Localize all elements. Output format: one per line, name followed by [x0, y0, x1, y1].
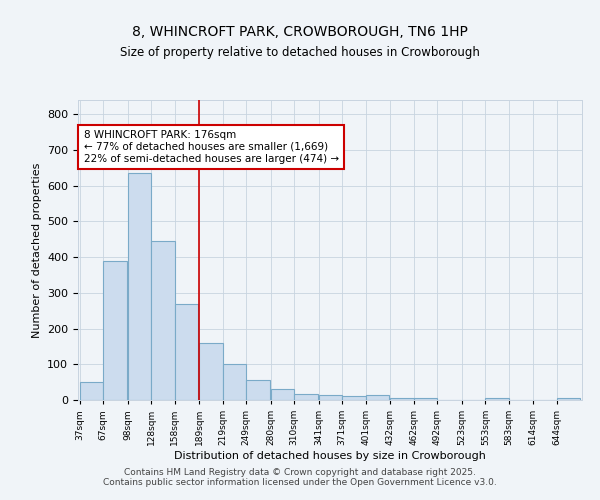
Bar — [80, 382, 103, 400]
Bar — [175, 304, 198, 400]
Bar — [414, 398, 437, 400]
Bar — [557, 398, 580, 400]
Bar — [103, 260, 127, 400]
Text: 8, WHINCROFT PARK, CROWBOROUGH, TN6 1HP: 8, WHINCROFT PARK, CROWBOROUGH, TN6 1HP — [132, 26, 468, 40]
Bar — [223, 364, 246, 400]
Bar — [199, 343, 223, 400]
Bar — [485, 398, 509, 400]
Bar — [128, 173, 151, 400]
Bar — [271, 390, 294, 400]
Text: 8 WHINCROFT PARK: 176sqm
← 77% of detached houses are smaller (1,669)
22% of sem: 8 WHINCROFT PARK: 176sqm ← 77% of detach… — [83, 130, 338, 164]
Bar — [366, 394, 389, 400]
X-axis label: Distribution of detached houses by size in Crowborough: Distribution of detached houses by size … — [174, 451, 486, 461]
Text: Size of property relative to detached houses in Crowborough: Size of property relative to detached ho… — [120, 46, 480, 59]
Bar — [342, 396, 366, 400]
Bar — [151, 241, 175, 400]
Y-axis label: Number of detached properties: Number of detached properties — [32, 162, 41, 338]
Text: Contains HM Land Registry data © Crown copyright and database right 2025.
Contai: Contains HM Land Registry data © Crown c… — [103, 468, 497, 487]
Bar — [294, 394, 318, 400]
Bar — [246, 380, 270, 400]
Bar — [390, 398, 414, 400]
Bar — [319, 394, 342, 400]
